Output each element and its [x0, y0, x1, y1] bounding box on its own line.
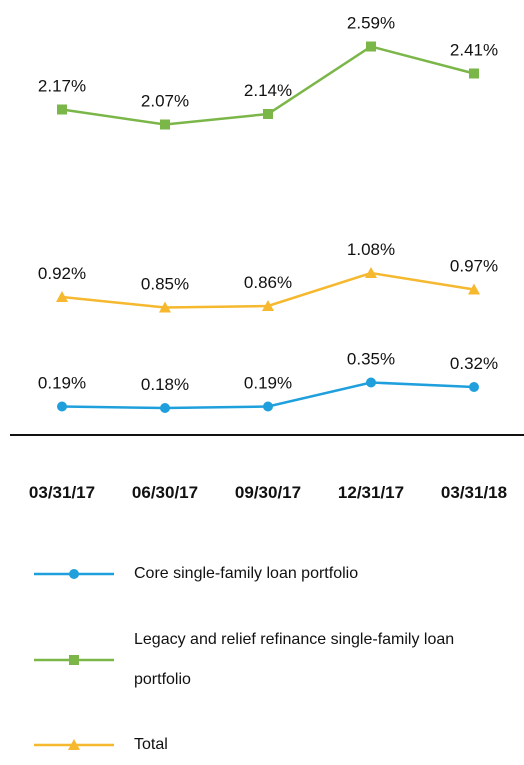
data-label: 0.32%: [450, 354, 498, 373]
legend-label: Legacy and relief refinance single-famil…: [134, 631, 455, 688]
marker: [365, 267, 377, 278]
data-label: 2.59%: [347, 14, 395, 33]
data-label: 2.41%: [450, 41, 498, 60]
marker: [57, 401, 67, 412]
marker: [366, 377, 376, 388]
data-label: 0.86%: [244, 273, 292, 292]
x-tick-label: 12/31/17: [338, 483, 404, 502]
x-tick-label: 09/30/17: [235, 483, 301, 502]
marker: [469, 68, 479, 79]
legend-item: Legacy and relief refinance single-famil…: [0, 620, 494, 700]
legend-item: Total: [0, 725, 494, 765]
data-label: 2.14%: [244, 81, 292, 100]
marker: [262, 300, 274, 311]
data-label: 2.07%: [141, 92, 189, 111]
marker: [68, 739, 80, 750]
legend-icon: [34, 739, 114, 750]
legend-item: Core single-family loan portfolio: [0, 554, 494, 594]
data-label: 0.97%: [450, 257, 498, 276]
marker: [263, 401, 273, 412]
marker: [366, 41, 376, 52]
data-label: 0.19%: [38, 374, 86, 393]
marker: [69, 569, 79, 579]
x-tick-label: 03/31/18: [441, 483, 507, 502]
data-label: 0.85%: [141, 275, 189, 294]
marker: [263, 109, 273, 119]
marker: [468, 283, 480, 295]
marker: [57, 104, 67, 115]
data-label: 0.18%: [141, 375, 189, 394]
data-label: 0.35%: [347, 350, 395, 369]
x-tick-label: 06/30/17: [132, 483, 198, 502]
legend-label: Core single-family loan portfolio: [134, 565, 359, 582]
data-label: 0.19%: [244, 374, 292, 393]
legend-icon: [34, 569, 114, 579]
marker: [56, 291, 68, 302]
data-label: 1.08%: [347, 240, 395, 259]
legend-icon: [34, 655, 114, 665]
data-label: 2.17%: [38, 77, 86, 96]
data-label: 0.92%: [38, 264, 86, 283]
legend-label: Total: [134, 736, 168, 753]
chart: 03/31/17 06/30/17 09/30/17 12/31/17 03/31/18…: [10, 14, 524, 502]
marker: [160, 119, 170, 130]
x-tick-label: 03/31/17: [29, 483, 95, 502]
marker: [69, 655, 79, 665]
marker: [159, 301, 171, 313]
marker: [160, 403, 170, 413]
marker: [469, 382, 479, 392]
